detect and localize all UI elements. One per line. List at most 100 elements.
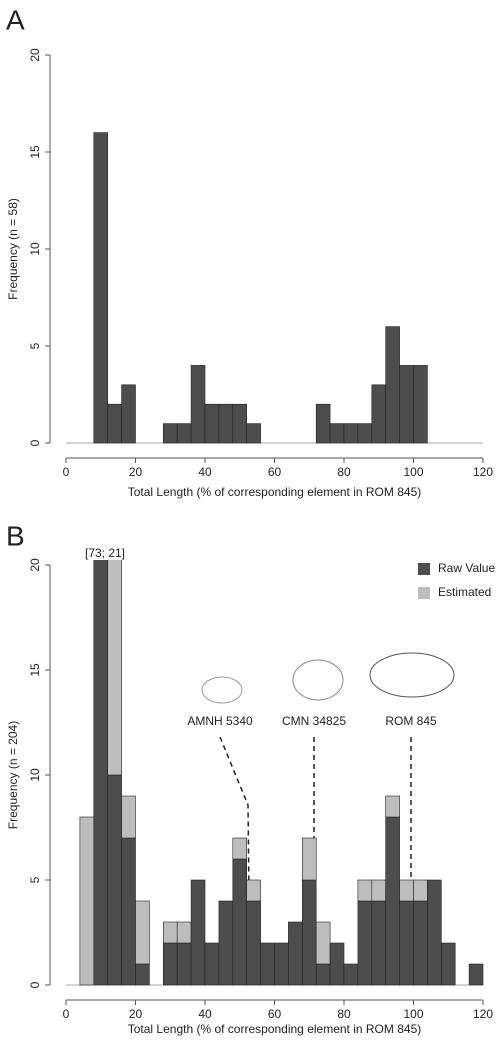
x-tick-label: 40 [198,1007,212,1021]
bar-segment [385,795,400,818]
x-tick-label: 40 [198,465,212,479]
skull-icon [369,652,455,698]
skull-icon [201,676,243,704]
y-axis-label: Frequency (n = 204) [6,721,20,829]
x-tick-label: 120 [473,1007,493,1021]
x-tick-label: 20 [129,465,143,479]
bar [176,423,192,444]
x-tick-label: 100 [403,465,423,479]
bar-segment [107,774,122,986]
bar [385,326,400,444]
bar-segment [232,837,248,860]
y-tick-label: 0 [28,981,42,988]
bar-segment [163,942,178,986]
bar-segment [121,837,136,986]
bar-segment [163,921,178,944]
bar-segment [301,879,317,986]
x-tick-label: 120 [473,465,493,479]
bar [163,423,178,444]
bar-segment [274,942,289,986]
bar [413,365,428,444]
bar-segment [246,900,261,986]
y-tick-label: 20 [28,558,42,572]
legend-swatch [418,563,430,575]
x-tick-label: 100 [403,1007,423,1021]
bar-segment [315,921,331,965]
y-tick-label: 10 [28,768,42,782]
bar-segment [301,837,317,881]
x-tick-label: 60 [268,1007,282,1021]
bar-segment [176,921,192,944]
bar-segment [121,795,136,839]
bar-segment [79,816,95,986]
bar [357,423,373,444]
bar-segment [232,858,248,986]
bar [246,423,261,444]
bar-segment [413,879,428,902]
bar [107,403,122,444]
bar-segment [399,879,414,902]
bar-segment [135,963,150,986]
bar-segment [288,921,303,986]
bar [204,403,220,444]
bar [93,132,109,444]
annotation: AMNH 5340 [187,714,253,728]
bar-segment [371,879,386,902]
y-axis-label: Frequency (n = 58) [6,198,20,300]
y-tick-label: 20 [28,48,42,62]
bar [399,365,414,444]
bar-segment [343,963,359,986]
legend-label: Estimated [438,585,491,599]
x-tick-label: 20 [129,1007,143,1021]
bar [190,365,206,444]
y-tick-label: 10 [28,242,42,256]
bar-segment [427,879,442,986]
bar-segment [371,900,386,986]
bar-segment [135,900,150,965]
x-axis-label: Total Length (% of corresponding element… [128,485,422,499]
bar-segment [260,942,275,986]
x-tick-label: 80 [337,1007,351,1021]
panel-label: B [6,520,25,551]
x-tick-label: 0 [63,465,70,479]
bar [232,403,248,444]
bar-segment [315,963,331,986]
bar [343,423,359,444]
bar-segment [468,963,484,986]
annotation: CMN 34825 [282,714,346,728]
legend-swatch [418,587,430,599]
panel-label: A [6,4,25,35]
bar [121,384,136,444]
y-tick-label: 15 [28,663,42,677]
y-tick-label: 15 [28,145,42,159]
x-tick-label: 60 [268,465,282,479]
bar-segment [357,879,373,902]
bar-segment [246,879,261,902]
y-tick-label: 5 [28,342,42,349]
bar-segment [176,942,192,986]
bar [218,403,234,444]
skull-icon [292,659,344,701]
bar [371,384,386,444]
annotation: [73; 21] [85,546,125,560]
x-axis-label: Total Length (% of corresponding element… [128,1022,422,1036]
bar-segment [190,879,206,986]
bar-segment [399,900,414,986]
bar-segment [385,816,400,986]
bar-segment [440,942,456,986]
bar-segment [329,942,345,986]
bars [79,560,484,986]
bar-segment [413,900,428,986]
legend-label: Raw Value [438,561,495,575]
annotation: ROM 845 [385,714,437,728]
bar [329,423,345,444]
bar [315,403,331,444]
bar-segment [107,560,122,776]
y-tick-label: 0 [28,439,42,446]
y-tick-label: 5 [28,876,42,883]
bar-segment [93,560,109,986]
bar-segment [204,942,220,986]
x-tick-label: 0 [63,1007,70,1021]
bar-segment [357,900,373,986]
